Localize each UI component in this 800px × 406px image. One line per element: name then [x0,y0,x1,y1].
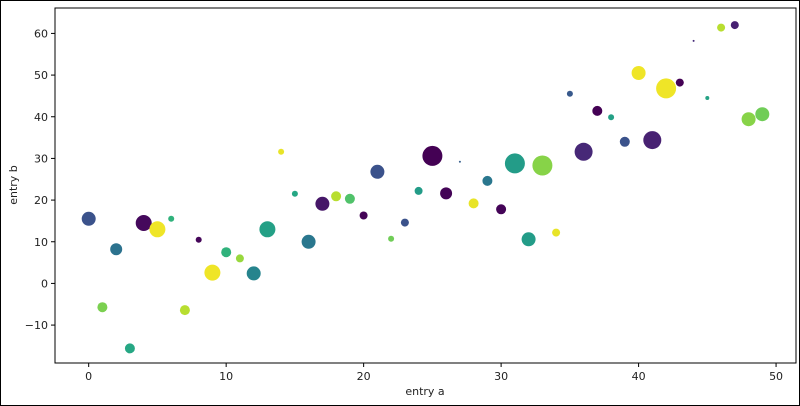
y-axis-label: entry b [7,165,20,205]
scatter-point [195,236,202,243]
x-axis-ticks: 0 10 20 30 40 50 [85,363,783,383]
scatter-point [468,198,479,209]
y-tick-label: 10 [34,236,48,249]
scatter-point [291,190,298,197]
scatter-point [440,187,453,200]
scatter-point [730,21,739,30]
scatter-point [656,78,677,99]
scatter-point [149,221,166,238]
scatter-point [278,148,285,155]
scatter-point [717,23,726,32]
scatter-point [608,114,615,121]
x-tick-label: 30 [494,370,508,383]
scatter-point [370,164,385,179]
scatter-point [359,211,368,220]
scatter-point [574,142,593,161]
y-tick-label: 60 [34,27,48,40]
y-axis-ticks: −10 0 10 20 30 40 50 60 [25,27,55,332]
scatter-point [458,160,461,163]
y-tick-label: 40 [34,111,48,124]
scatter-point [388,235,395,242]
x-tick-label: 10 [219,370,233,383]
x-tick-label: 50 [769,370,783,383]
x-tick-label: 40 [632,370,646,383]
scatter-point [81,211,96,226]
scatter-point [675,78,684,87]
plot-area [54,7,797,364]
scatter-point [692,39,695,42]
scatter-point [482,175,493,186]
scatter-point [619,136,630,147]
x-tick-label: 20 [357,370,371,383]
scatter-point [301,234,316,249]
scatter-point [592,105,603,116]
scatter-point [552,228,561,237]
y-tick-label: 50 [34,69,48,82]
scatter-point [97,302,108,313]
scatter-point [315,196,330,211]
scatter-point [504,153,525,174]
scatter-point [204,264,221,281]
scatter-point [331,191,342,202]
scatter-point [705,96,710,100]
y-tick-label: 0 [41,277,48,290]
x-axis-label: entry a [405,385,444,398]
scatter-point [414,186,423,195]
scatter-point [400,218,409,227]
scatter-point [135,215,152,231]
scatter-point [643,131,662,150]
scatter-point [755,107,770,122]
y-tick-label: 30 [34,152,48,165]
scatter-point [631,66,646,80]
scatter-point [496,204,507,215]
scatter-point [532,155,553,176]
x-tick-label: 0 [85,370,92,383]
scatter-point [741,112,756,127]
scatter-point [110,243,123,256]
y-tick-label: 20 [34,194,48,207]
points-layer [81,21,770,354]
scatter-point [124,343,135,354]
scatter-point [521,232,536,247]
scatter-point [259,221,276,238]
scatter-point [179,305,190,316]
scatter-point [221,247,232,258]
scatter-point [246,266,261,281]
scatter-point [344,193,355,204]
scatter-point [566,90,573,97]
y-tick-label: −10 [25,319,48,332]
scatter-point [235,254,244,263]
scatter-point [168,215,175,222]
scatter-point [422,145,443,166]
